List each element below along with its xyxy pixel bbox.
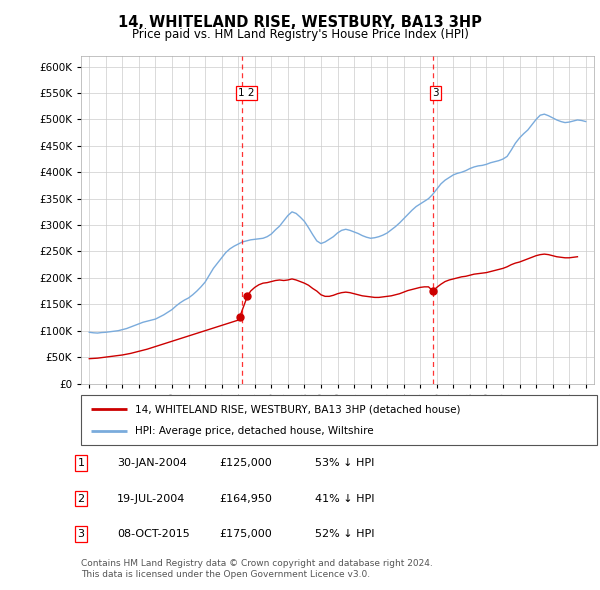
Text: This data is licensed under the Open Government Licence v3.0.: This data is licensed under the Open Gov… [81,571,370,579]
Text: Price paid vs. HM Land Registry's House Price Index (HPI): Price paid vs. HM Land Registry's House … [131,28,469,41]
Text: 14, WHITELAND RISE, WESTBURY, BA13 3HP (detached house): 14, WHITELAND RISE, WESTBURY, BA13 3HP (… [135,404,461,414]
Text: 2: 2 [77,494,85,503]
Text: 1 2: 1 2 [238,88,255,98]
Text: Contains HM Land Registry data © Crown copyright and database right 2024.: Contains HM Land Registry data © Crown c… [81,559,433,568]
Text: 14, WHITELAND RISE, WESTBURY, BA13 3HP: 14, WHITELAND RISE, WESTBURY, BA13 3HP [118,15,482,30]
Text: £164,950: £164,950 [219,494,272,503]
Text: 3: 3 [432,88,439,98]
Text: £175,000: £175,000 [219,529,272,539]
Text: 3: 3 [77,529,85,539]
Text: £125,000: £125,000 [219,458,272,468]
Text: 53% ↓ HPI: 53% ↓ HPI [315,458,374,468]
Text: HPI: Average price, detached house, Wiltshire: HPI: Average price, detached house, Wilt… [135,427,374,437]
Text: 52% ↓ HPI: 52% ↓ HPI [315,529,374,539]
Text: 30-JAN-2004: 30-JAN-2004 [117,458,187,468]
Text: 08-OCT-2015: 08-OCT-2015 [117,529,190,539]
Text: 1: 1 [77,458,85,468]
Text: 19-JUL-2004: 19-JUL-2004 [117,494,185,503]
Text: 41% ↓ HPI: 41% ↓ HPI [315,494,374,503]
